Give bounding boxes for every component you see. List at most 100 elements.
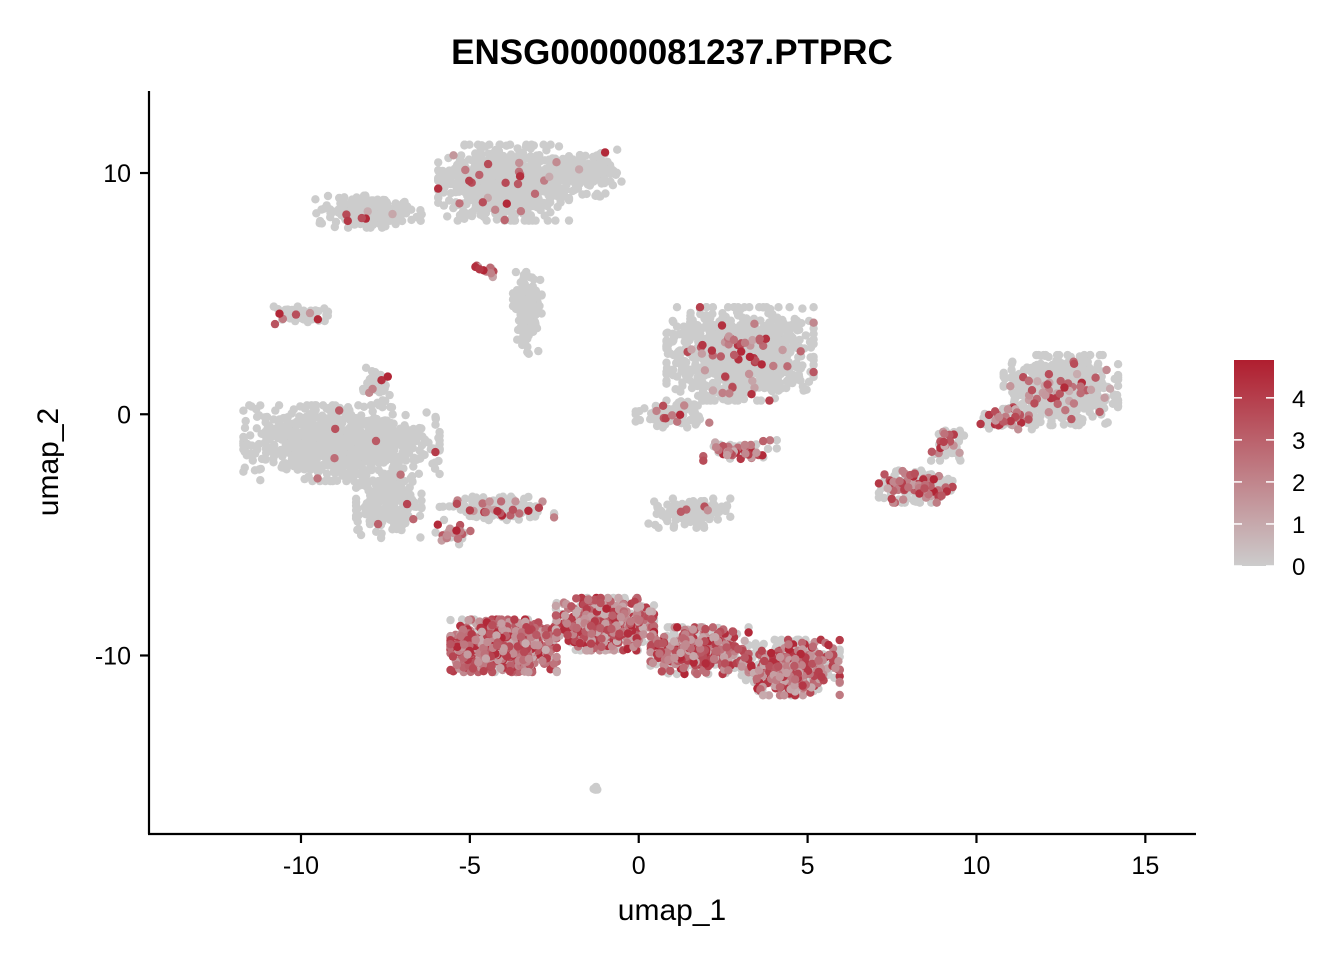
data-point: [779, 324, 789, 334]
data-point: [445, 196, 454, 205]
data-point: [323, 191, 333, 201]
data-point: [456, 156, 465, 165]
data-point: [687, 383, 697, 393]
data-point: [430, 458, 439, 467]
data-point: [527, 160, 536, 169]
data-point: [617, 177, 626, 186]
data-point: [601, 189, 610, 198]
data-point: [772, 444, 781, 453]
data-point: [702, 396, 712, 405]
data-point: [262, 412, 272, 422]
data-point: [351, 468, 360, 477]
data-point: [705, 336, 715, 346]
data-point: [525, 312, 534, 321]
data-point: [517, 289, 527, 298]
data-point: [760, 374, 769, 383]
data-point: [669, 336, 678, 345]
data-point: [708, 309, 717, 319]
data-point: [254, 411, 264, 420]
data-point: [458, 173, 468, 182]
data-point: [283, 448, 292, 457]
data-point: [783, 376, 792, 385]
data-point: [523, 186, 532, 195]
data-point: [1101, 419, 1110, 428]
data-point: [519, 270, 529, 280]
data-point: [395, 496, 404, 505]
data-point: [535, 198, 544, 207]
data-point: [434, 193, 443, 203]
data-point: [455, 210, 465, 220]
data-point: [575, 150, 585, 160]
data-point: [277, 422, 286, 432]
data-point: [705, 514, 714, 524]
data-point: [401, 410, 410, 420]
data-point: [672, 515, 681, 524]
data-point: [534, 346, 543, 356]
data-point: [464, 191, 474, 200]
data-point: [670, 500, 679, 510]
data-point: [351, 498, 361, 507]
data-point: [401, 456, 411, 465]
data-point: [879, 493, 889, 503]
data-point: [699, 521, 708, 530]
data-point: [1048, 421, 1057, 430]
data-point: [662, 379, 671, 388]
data-point: [275, 415, 284, 424]
data-point: [342, 476, 351, 486]
data-point: [302, 420, 311, 430]
data-point: [483, 167, 492, 176]
data-point: [410, 502, 419, 511]
data-point: [260, 438, 269, 448]
data-point: [631, 407, 640, 416]
data-point: [690, 408, 700, 417]
data-point: [256, 464, 265, 474]
data-point: [550, 187, 559, 197]
data-point: [357, 427, 366, 437]
data-point: [1112, 374, 1121, 384]
data-point: [1095, 350, 1105, 360]
data-point: [298, 430, 308, 439]
data-point: [406, 474, 415, 483]
data-point: [252, 424, 261, 433]
data-point: [1058, 414, 1067, 423]
data-point: [477, 188, 486, 197]
data-point: [416, 206, 425, 215]
data-point: [241, 416, 250, 426]
data-point: [374, 202, 384, 211]
data-point: [592, 189, 602, 198]
data-point: [569, 175, 579, 184]
data-point: [558, 154, 568, 164]
data-point: [1052, 356, 1061, 365]
data-point: [1032, 350, 1041, 360]
data-point: [353, 446, 362, 455]
data-point: [554, 142, 564, 151]
data-point: [399, 519, 408, 528]
data-point: [406, 442, 416, 451]
data-point: [516, 323, 525, 332]
data-point: [322, 423, 332, 432]
data-point: [256, 401, 265, 410]
data-point: [692, 365, 701, 374]
data-point: [435, 469, 444, 479]
data-point: [461, 494, 470, 503]
data-point: [389, 450, 398, 460]
data-point: [257, 454, 267, 464]
data-point: [669, 317, 678, 327]
data-point: [379, 213, 388, 223]
data-point: [502, 141, 511, 150]
data-point: [506, 150, 516, 159]
data-point: [745, 303, 754, 312]
data-point: [355, 201, 365, 210]
data-point: [763, 444, 773, 453]
data-point: [435, 436, 444, 445]
data-point: [396, 438, 405, 448]
data-point: [809, 329, 818, 338]
data-point: [510, 187, 520, 196]
data-point: [369, 488, 378, 497]
data-point: [381, 396, 390, 406]
data-point: [330, 222, 339, 232]
data-point: [381, 424, 390, 433]
data-point: [551, 216, 560, 225]
data-point: [542, 146, 551, 155]
